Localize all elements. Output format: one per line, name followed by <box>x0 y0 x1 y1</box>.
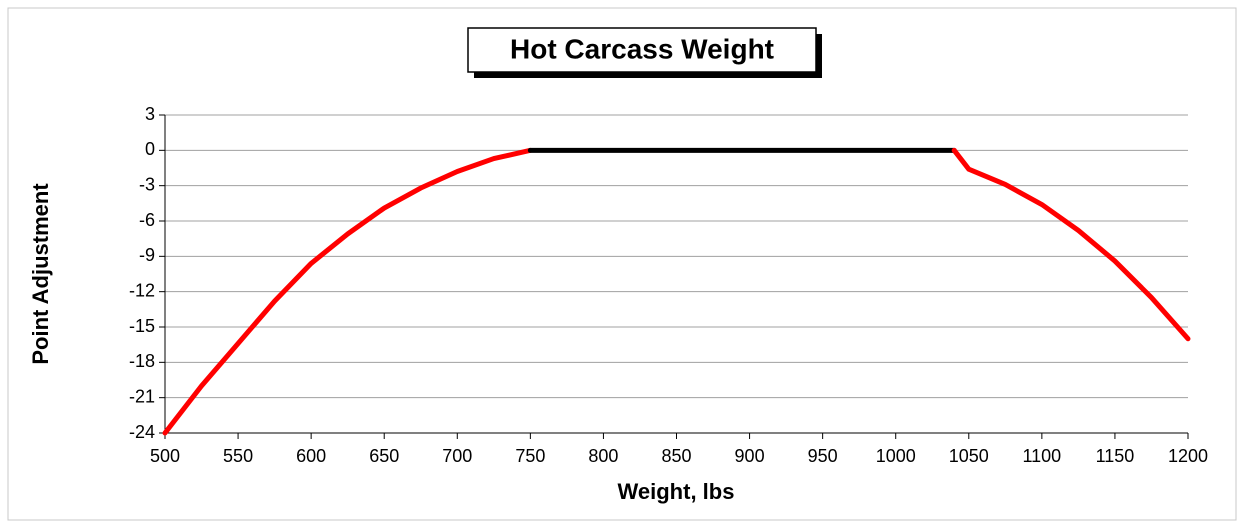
y-tick-label: -15 <box>129 316 155 336</box>
x-tick-label: 1200 <box>1168 446 1208 466</box>
x-axis-label: Weight, lbs <box>618 479 735 504</box>
line-series <box>951 147 1191 342</box>
x-tick-label: 1050 <box>949 446 989 466</box>
x-tick-label: 1000 <box>876 446 916 466</box>
x-tick-label: 600 <box>296 446 326 466</box>
x-tick-label: 800 <box>588 446 618 466</box>
title-box <box>467 27 817 73</box>
y-tick-label: -9 <box>139 245 155 265</box>
line-series <box>162 147 533 436</box>
x-tick-label: 750 <box>515 446 545 466</box>
x-tick-label: 550 <box>223 446 253 466</box>
y-tick-label: -21 <box>129 386 155 406</box>
x-tick-label: 850 <box>661 446 691 466</box>
y-tick-label: -3 <box>139 174 155 194</box>
x-tick-label: 700 <box>442 446 472 466</box>
x-tick-label: 1100 <box>1022 446 1061 466</box>
chart-title: Hot Carcass Weight <box>510 33 774 64</box>
y-tick-label: -18 <box>129 351 155 371</box>
x-tick-label: 500 <box>150 446 180 466</box>
y-tick-label: -6 <box>139 210 155 230</box>
y-axis-label: Point Adjustment <box>28 183 53 365</box>
y-tick-label: 3 <box>145 104 155 124</box>
y-tick-label: -12 <box>129 280 155 300</box>
y-tick-label: 0 <box>145 139 155 159</box>
x-tick-label: 900 <box>735 446 765 466</box>
y-tick-label: -24 <box>129 422 155 442</box>
chart-frame <box>7 7 1237 521</box>
x-tick-label: 1150 <box>1096 446 1135 466</box>
x-tick-label: 650 <box>369 446 399 466</box>
x-tick-label: 950 <box>808 446 838 466</box>
